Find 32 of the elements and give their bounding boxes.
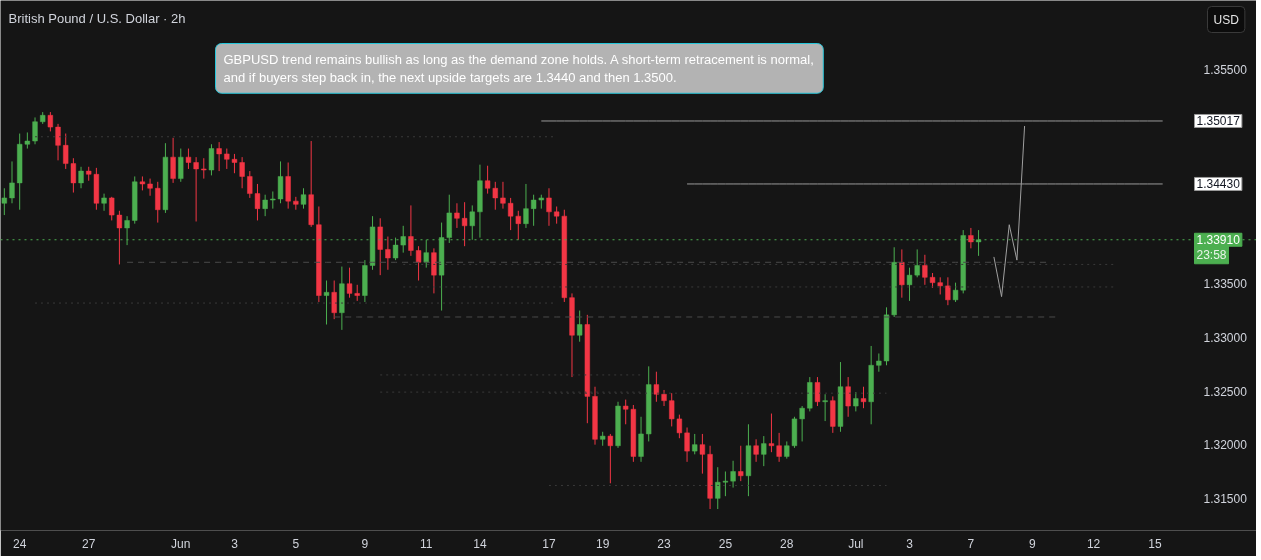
x-tick-label: 28 [780,536,794,551]
text: 1.34430 [1196,177,1241,192]
ref-line-label: 1.33910 [1196,233,1241,248]
x-tick-label: 3 [231,536,239,551]
x-tick-label: 23 [657,536,672,551]
y-tick-label: 1.33000 [1203,330,1248,345]
x-tick-label: 27 [82,536,96,551]
x-tick-label: Jul [848,536,864,551]
x-tick-label: 17 [542,536,556,551]
x-tick-label: 7 [967,536,975,551]
text: 23:58 [1196,247,1227,262]
text: 1.35017 [1196,114,1241,129]
x-tick-label: 5 [292,536,300,551]
x-tick-label: 14 [473,536,487,551]
y-tick-label: 1.32500 [1203,384,1248,399]
text: British Pound / U.S. Dollar · 2h [8,10,186,26]
x-tick-label: 19 [596,536,610,551]
x-tick-label: 9 [1028,536,1036,551]
x-tick-label: 12 [1086,536,1101,551]
annotation: GBPUSD trend remains bullish as long as the demand zone holds. A short-term retracement is normal, and if buyers step back in, the next upside targets are 1.3440 and then 1.3500. [223,51,814,86]
x-tick-label: 25 [718,536,733,551]
y-axis-title: USD [1213,12,1240,27]
x-tick-label: 9 [361,536,369,551]
x-tick-label: 11 [420,536,433,551]
x-tick-label: 24 [13,536,27,551]
y-tick-label: 1.33500 [1203,277,1248,292]
x-tick-label: 15 [1148,536,1162,551]
x-tick-label: 3 [906,536,914,551]
y-tick-label: 1.31500 [1203,491,1248,506]
y-tick-label: 1.35500 [1203,62,1248,77]
y-tick-label: 1.32000 [1203,438,1248,453]
x-tick-label: Jun [171,536,191,551]
